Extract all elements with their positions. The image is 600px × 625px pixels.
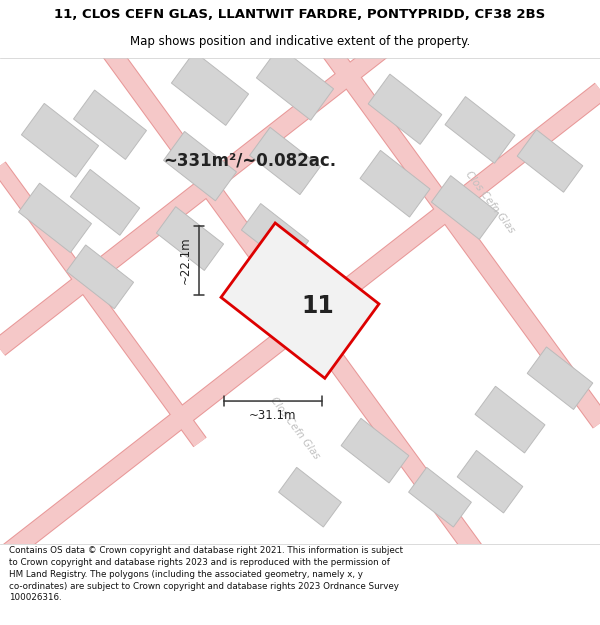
Text: ~331m²/~0.082ac.: ~331m²/~0.082ac. [163, 152, 337, 170]
Text: 11: 11 [302, 294, 334, 318]
Polygon shape [475, 386, 545, 453]
Polygon shape [172, 52, 248, 126]
Polygon shape [445, 97, 515, 163]
Text: 11, CLOS CEFN GLAS, LLANTWIT FARDRE, PONTYPRIDD, CF38 2BS: 11, CLOS CEFN GLAS, LLANTWIT FARDRE, PON… [55, 8, 545, 21]
Polygon shape [457, 451, 523, 513]
Polygon shape [164, 131, 236, 201]
Polygon shape [409, 468, 472, 527]
Polygon shape [157, 207, 224, 271]
Text: Map shows position and indicative extent of the property.: Map shows position and indicative extent… [130, 35, 470, 48]
Polygon shape [221, 223, 379, 378]
Polygon shape [368, 74, 442, 144]
Text: Clos Cefn Glas: Clos Cefn Glas [268, 395, 322, 461]
Polygon shape [431, 176, 499, 239]
Text: Contains OS data © Crown copyright and database right 2021. This information is : Contains OS data © Crown copyright and d… [9, 546, 403, 602]
Text: Clos Cefn Glas: Clos Cefn Glas [463, 169, 517, 235]
Polygon shape [256, 46, 334, 120]
Polygon shape [70, 169, 140, 235]
Polygon shape [74, 90, 146, 159]
Polygon shape [22, 103, 98, 177]
Polygon shape [19, 183, 91, 253]
Polygon shape [278, 468, 341, 527]
Polygon shape [67, 245, 134, 309]
Polygon shape [341, 418, 409, 483]
Polygon shape [360, 151, 430, 217]
Text: ~22.1m: ~22.1m [179, 236, 191, 284]
Polygon shape [250, 127, 320, 194]
Polygon shape [241, 204, 308, 268]
Polygon shape [527, 347, 593, 409]
Polygon shape [517, 129, 583, 192]
Text: ~31.1m: ~31.1m [249, 409, 296, 422]
